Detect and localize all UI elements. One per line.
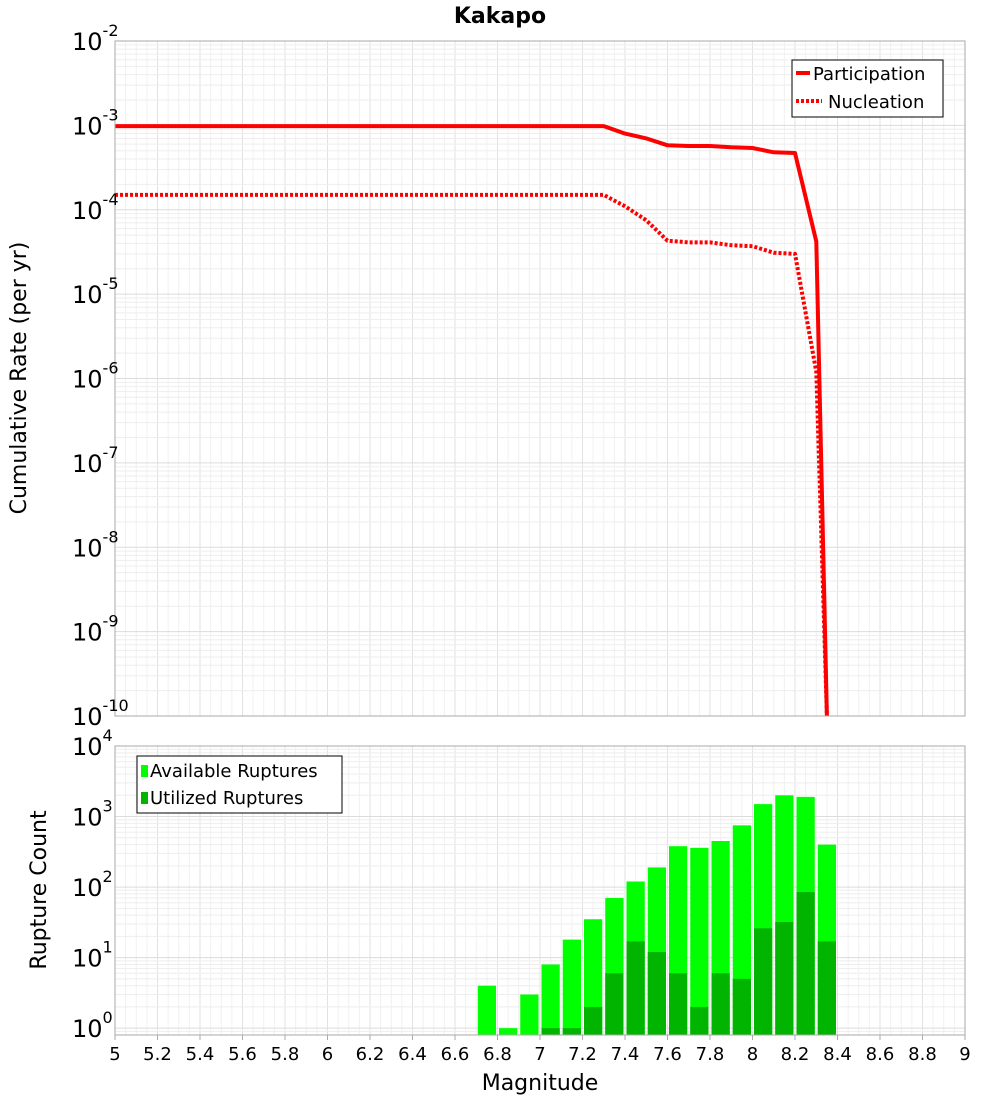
- top-y-tick-label: 10-9: [72, 612, 119, 647]
- utilized-bar: [669, 973, 688, 1035]
- available-bar: [541, 964, 560, 1035]
- x-tick-label: 8.8: [908, 1044, 937, 1065]
- utilized-bar: [562, 1028, 581, 1035]
- x-tick-label: 7.4: [611, 1044, 640, 1065]
- utilized-bar: [584, 1006, 603, 1035]
- x-tick-label: 5.2: [143, 1044, 172, 1065]
- x-tick-label: 6.6: [441, 1044, 470, 1065]
- x-tick-label: 6: [322, 1044, 333, 1065]
- legend-utilized-label: Utilized Ruptures: [150, 788, 303, 809]
- x-tick-label: 6.8: [483, 1044, 512, 1065]
- x-tick-label: 9: [959, 1044, 970, 1065]
- x-tick-label: 8.6: [866, 1044, 895, 1065]
- bottom-y-axis-label: Rupture Count: [27, 810, 52, 970]
- utilized-bar: [711, 973, 730, 1035]
- utilized-bar: [647, 952, 666, 1035]
- legend-utilized-swatch: [141, 792, 148, 804]
- bottom-y-tick-label: 102: [72, 867, 113, 902]
- available-bar: [477, 985, 496, 1035]
- top-y-tick-label: 10-5: [72, 274, 119, 309]
- utilized-bar: [690, 1006, 709, 1035]
- x-tick-label: 8.4: [823, 1044, 852, 1065]
- available-bar: [690, 847, 709, 1035]
- legend-available-swatch: [141, 765, 148, 777]
- utilized-bar: [796, 892, 815, 1035]
- x-tick-label: 7: [534, 1044, 545, 1065]
- available-bar: [499, 1028, 518, 1035]
- x-tick-label: 7.8: [696, 1044, 725, 1065]
- nucleation-line: [115, 192, 829, 717]
- chart-title: Kakapo: [454, 4, 546, 29]
- available-bar: [562, 939, 581, 1035]
- x-tick-label: 7.6: [653, 1044, 682, 1065]
- utilized-bar: [626, 941, 645, 1035]
- top-plot-frame: [114, 40, 966, 717]
- utilized-bar: [541, 1028, 560, 1035]
- legend-nucleation-label: Nucleation: [828, 92, 924, 113]
- available-bar: [584, 919, 603, 1035]
- x-axis-label: Magnitude: [482, 1071, 599, 1096]
- bottom-y-tick-label: 104: [72, 726, 113, 761]
- x-tick-label: 5.6: [228, 1044, 257, 1065]
- top-legend: Participation Nucleation: [791, 59, 944, 118]
- top-y-tick-label: 10-10: [72, 696, 129, 731]
- x-tick-label: 8.2: [781, 1044, 810, 1065]
- utilized-bar: [754, 928, 773, 1035]
- legend-available-label: Available Ruptures: [150, 761, 318, 782]
- utilized-bar: [732, 978, 751, 1035]
- top-y-tick-label: 10-3: [72, 105, 119, 140]
- top-y-tick-label: 10-6: [72, 359, 119, 394]
- participation-line: [115, 124, 829, 717]
- top-y-tick-label: 10-4: [72, 190, 119, 225]
- top-y-tick-label: 10-7: [72, 443, 119, 478]
- x-tick-label: 5.8: [271, 1044, 300, 1065]
- x-tick-label: 5: [109, 1044, 120, 1065]
- x-tick-label: 8: [747, 1044, 758, 1065]
- x-tick-label: 6.4: [398, 1044, 427, 1065]
- legend-participation-label: Participation: [813, 64, 925, 85]
- x-tick-label: 5.4: [186, 1044, 215, 1065]
- top-y-tick-label: 10-2: [72, 21, 119, 56]
- bottom-y-tick-label: 100: [72, 1008, 113, 1043]
- top-y-tick-label: 10-8: [72, 527, 119, 562]
- x-tick-label: 6.2: [356, 1044, 385, 1065]
- available-bar: [520, 994, 539, 1035]
- top-y-axis-label: Cumulative Rate (per yr): [7, 242, 32, 515]
- bottom-legend: Available Ruptures Utilized Ruptures: [136, 755, 343, 814]
- utilized-bar: [605, 973, 624, 1035]
- utilized-bar: [775, 921, 794, 1035]
- bottom-y-tick-label: 103: [72, 797, 113, 832]
- utilized-bar: [817, 941, 836, 1035]
- bottom-y-tick-label: 101: [72, 938, 113, 973]
- x-tick-label: 7.2: [568, 1044, 597, 1065]
